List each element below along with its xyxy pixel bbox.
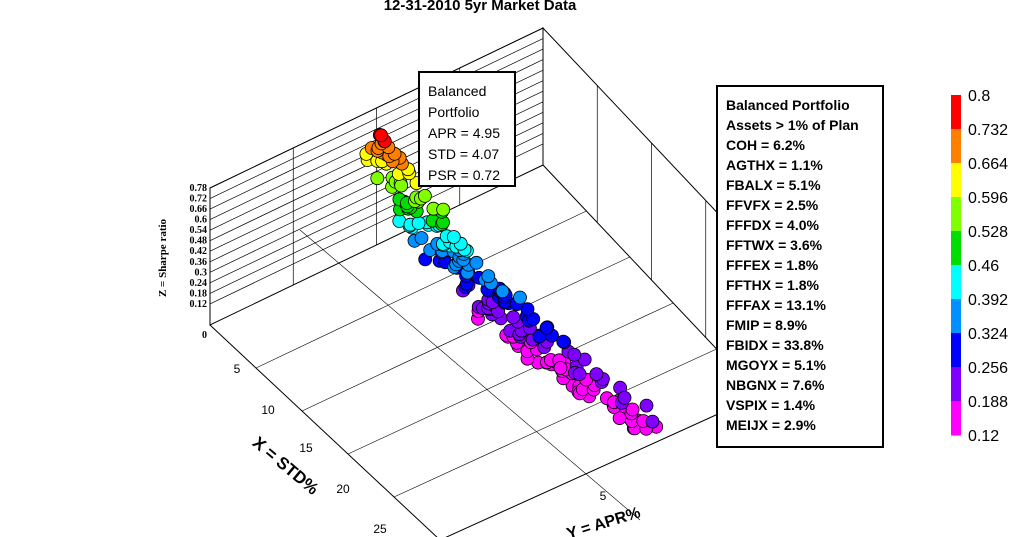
balanced-portfolio-annotation: Balanced Portfolio APR = 4.95 STD = 4.07… bbox=[418, 71, 516, 187]
colorbar-segment bbox=[951, 129, 961, 164]
legend-item: FBALX = 5.1% bbox=[726, 177, 821, 193]
data-point bbox=[394, 178, 409, 193]
z-tick-label: 0.6 bbox=[195, 215, 208, 226]
data-point bbox=[617, 390, 632, 405]
data-point bbox=[446, 230, 461, 244]
z-tick-label: 0 bbox=[202, 330, 207, 341]
y-tick-label: 5 bbox=[600, 489, 607, 503]
data-point bbox=[417, 188, 432, 203]
floor-edge bbox=[445, 394, 761, 537]
z-tick-label: 0.18 bbox=[190, 288, 208, 299]
portfolio-assets-legend: Balanced Portfolio Assets > 1% of Plan C… bbox=[716, 85, 884, 448]
legend-item: FFFAX = 13.1% bbox=[726, 297, 826, 313]
legend-item: FBIDX = 33.8% bbox=[726, 337, 824, 353]
z-tick-label: 0.66 bbox=[190, 204, 208, 215]
data-point bbox=[414, 231, 429, 245]
legend-item: AGTHX = 1.1% bbox=[726, 157, 823, 173]
data-point bbox=[625, 402, 640, 417]
legend-item: FFTWX = 3.6% bbox=[726, 237, 823, 253]
annotation-line: Portfolio bbox=[428, 104, 480, 120]
x-tick-label: 25 bbox=[373, 522, 387, 536]
legend-subtitle: Assets > 1% of Plan bbox=[726, 117, 859, 133]
colorbar-tick-label: 0.46 bbox=[968, 258, 999, 275]
colorbar-segment bbox=[951, 265, 961, 300]
z-tick-label: 0.36 bbox=[190, 257, 208, 268]
colorbar-segment bbox=[951, 163, 961, 198]
z-tick-label: 0.12 bbox=[190, 299, 208, 310]
colorbar-tick-label: 0.596 bbox=[968, 190, 1008, 207]
legend-title: Balanced Portfolio bbox=[726, 97, 850, 113]
z-tick-label: 0.3 bbox=[195, 267, 208, 278]
data-point bbox=[572, 367, 587, 381]
colorbar-tick-label: 0.12 bbox=[968, 428, 999, 445]
colorbar-segment bbox=[951, 333, 961, 368]
floor-gridline bbox=[255, 210, 587, 369]
data-point bbox=[553, 360, 568, 375]
colorbar-tick-label: 0.664 bbox=[968, 156, 1008, 173]
legend-item: MEIJX = 2.9% bbox=[726, 417, 816, 433]
z-tick-label: 0.48 bbox=[190, 236, 208, 247]
legend-item: NBGNX = 7.6% bbox=[726, 377, 825, 393]
colorbar-segment bbox=[951, 197, 961, 232]
legend-item: FFTHX = 1.8% bbox=[726, 277, 819, 293]
colorbar-tick-label: 0.8 bbox=[968, 88, 990, 105]
annotation-line: STD = 4.07 bbox=[428, 146, 500, 162]
data-point bbox=[411, 216, 426, 230]
data-point bbox=[539, 320, 554, 335]
legend-item: VSPIX = 1.4% bbox=[726, 397, 816, 413]
colorbar-segment bbox=[951, 401, 961, 436]
x-tick-label: 20 bbox=[336, 482, 350, 496]
data-point bbox=[469, 255, 484, 270]
floor-gridline bbox=[393, 348, 717, 498]
z-tick-label: 0.42 bbox=[190, 246, 208, 257]
x-tick-label: 5 bbox=[234, 362, 241, 376]
annotation-line: APR = 4.95 bbox=[428, 125, 500, 141]
data-point bbox=[436, 202, 451, 217]
annotation-line: Balanced bbox=[428, 83, 487, 99]
colorbar-segment bbox=[951, 299, 961, 334]
colorbar-segment bbox=[951, 367, 961, 402]
x-tick-label: 10 bbox=[261, 403, 275, 417]
colorbar-tick-label: 0.528 bbox=[968, 224, 1008, 241]
data-point bbox=[589, 367, 604, 382]
data-point bbox=[506, 310, 521, 325]
z-tick-label: 0.54 bbox=[190, 225, 208, 236]
floor-gridline bbox=[299, 229, 641, 521]
colorbar-tick-label: 0.732 bbox=[968, 122, 1008, 139]
colorbar-segment bbox=[951, 95, 961, 130]
legend-item: FFFDX = 4.0% bbox=[726, 217, 819, 233]
data-point bbox=[495, 284, 510, 299]
data-point bbox=[513, 290, 527, 305]
floor-gridline bbox=[347, 302, 674, 455]
colorbar-segment bbox=[951, 231, 961, 266]
z-tick-label: 0.72 bbox=[190, 194, 208, 205]
colorbar-tick-label: 0.324 bbox=[968, 326, 1008, 343]
legend-item: MGOYX = 5.1% bbox=[726, 357, 826, 373]
data-point bbox=[645, 414, 660, 429]
chart-title: 12-31-2010 5yr Market Data bbox=[383, 0, 577, 14]
colorbar-tick-label: 0.256 bbox=[968, 360, 1008, 377]
x-tick-label: 15 bbox=[299, 441, 313, 455]
floor-gridline bbox=[301, 256, 630, 412]
data-point bbox=[639, 398, 654, 413]
data-point bbox=[567, 347, 582, 362]
colorbar: 0.8 0.732 0.664 0.596 0.528 0.46 0.392 0.324 0.2… bbox=[951, 88, 1008, 445]
data-point bbox=[370, 171, 385, 186]
colorbar-tick-label: 0.188 bbox=[968, 394, 1008, 411]
legend-item: FMIP = 8.9% bbox=[726, 317, 808, 333]
data-point bbox=[556, 334, 571, 349]
data-point bbox=[481, 269, 496, 284]
annotation-line: PSR = 0.72 bbox=[428, 167, 500, 183]
legend-item: FFFEX = 1.8% bbox=[726, 257, 819, 273]
z-axis-label: Z = Sharpe ratio bbox=[157, 218, 169, 297]
data-point bbox=[374, 128, 389, 143]
y-axis-label: Y = APR% bbox=[565, 504, 643, 537]
colorbar-tick-label: 0.392 bbox=[968, 292, 1008, 309]
z-tick-label: 0.78 bbox=[190, 183, 208, 194]
z-tick-label: 0.24 bbox=[190, 278, 208, 289]
legend-item: FFVFX = 2.5% bbox=[726, 197, 819, 213]
legend-item: COH = 6.2% bbox=[726, 137, 805, 153]
floor-edge bbox=[209, 324, 438, 537]
data-points bbox=[359, 127, 664, 436]
